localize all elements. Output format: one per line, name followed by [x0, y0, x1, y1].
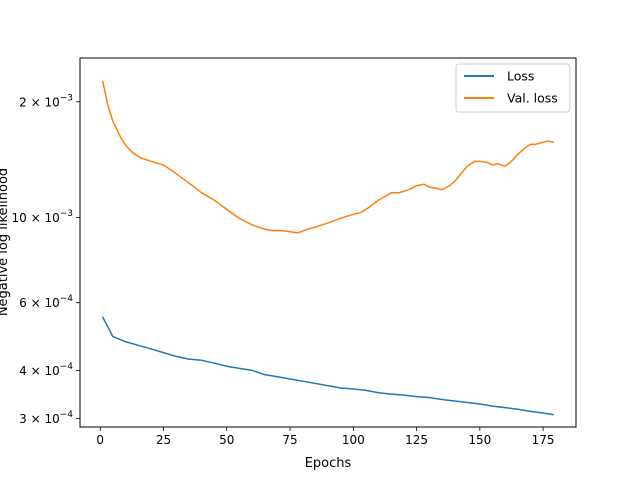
axes-frame [79, 57, 577, 428]
plot-series-layer [102, 80, 554, 416]
x-tick-label: 175 [532, 433, 555, 447]
y-tick-label: 6 × 10−4 [19, 294, 73, 310]
y-axis: 2 × 10−3 10 × 10−3 6 × 10−4 4 × 10−4 3 × 10−… [11, 93, 80, 426]
x-tick-label: 125 [405, 433, 428, 447]
series-line-loss [102, 316, 554, 416]
x-axis: 0 25 50 75 100 125 150 175 [96, 427, 555, 447]
x-tick-label: 0 [96, 433, 104, 447]
y-axis-label: Negative log likelihood [0, 168, 11, 316]
x-tick-label: 150 [468, 433, 491, 447]
x-axis-label: Epochs [305, 456, 352, 471]
y-tick-label: 2 × 10−3 [19, 93, 73, 109]
legend: Loss Val. loss [455, 63, 571, 113]
x-tick-label: 75 [282, 433, 297, 447]
y-tick-label: 10 × 10−3 [11, 209, 73, 225]
x-tick-label: 50 [219, 433, 234, 447]
y-tick-label: 4 × 10−4 [19, 362, 73, 378]
x-tick-label: 100 [342, 433, 365, 447]
y-tick-label: 3 × 10−4 [19, 410, 73, 426]
series-line-val-loss [102, 80, 554, 234]
legend-label-loss: Loss [507, 69, 534, 84]
x-tick-label: 25 [156, 433, 171, 447]
legend-label-val-loss: Val. loss [507, 91, 558, 106]
